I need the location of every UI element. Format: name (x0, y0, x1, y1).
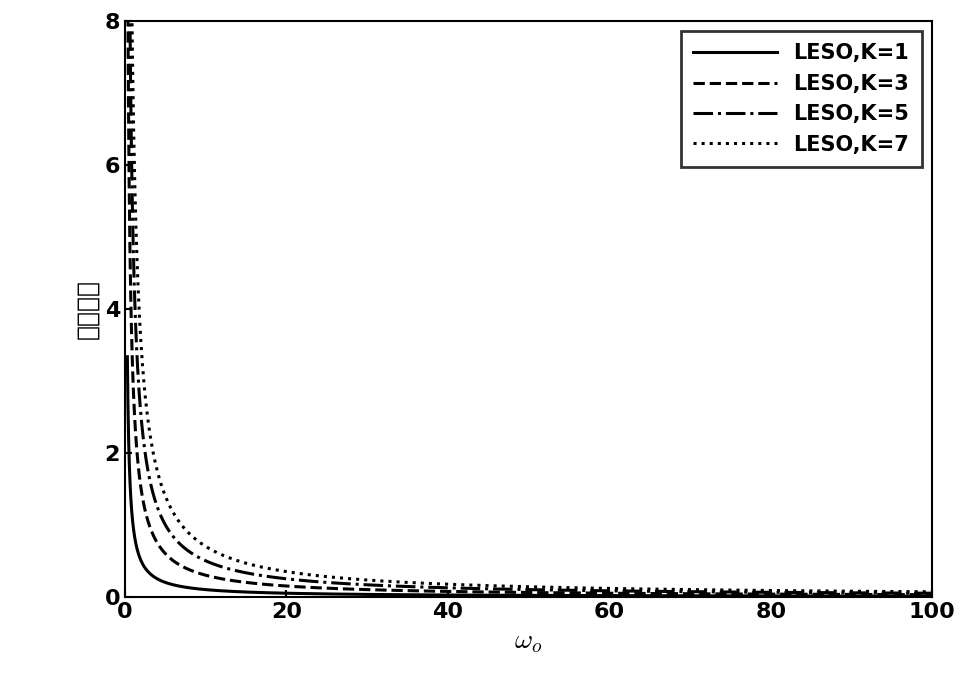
LESO,K=1 (645, 591, 656, 600)
LESO,K=1 (604, 591, 616, 600)
LESO,K=5 (722, 588, 733, 596)
LESO,K=3 (783, 590, 795, 598)
Line: LESO,K=5: LESO,K=5 (128, 0, 932, 593)
LESO,K=7 (430, 580, 441, 588)
LESO,K=5 (268, 573, 280, 581)
LESO,K=1 (430, 591, 441, 599)
LESO,K=5 (926, 589, 938, 598)
Y-axis label: 估计偏差: 估计偏差 (75, 279, 99, 339)
LESO,K=7 (926, 588, 938, 596)
Line: LESO,K=1: LESO,K=1 (128, 357, 932, 596)
Line: LESO,K=7: LESO,K=7 (128, 0, 932, 592)
LESO,K=5 (645, 587, 656, 595)
LESO,K=3 (604, 589, 616, 598)
LESO,K=7 (645, 585, 656, 593)
Legend: LESO,K=1, LESO,K=3, LESO,K=5, LESO,K=7: LESO,K=1, LESO,K=3, LESO,K=5, LESO,K=7 (681, 31, 922, 167)
LESO,K=7 (783, 587, 795, 595)
LESO,K=7 (268, 565, 280, 573)
LESO,K=5 (430, 583, 441, 591)
X-axis label: $\omega_o$: $\omega_o$ (514, 627, 543, 655)
Line: LESO,K=3: LESO,K=3 (128, 0, 932, 595)
LESO,K=1 (268, 589, 280, 597)
LESO,K=1 (783, 592, 795, 600)
LESO,K=3 (268, 581, 280, 589)
LESO,K=5 (604, 587, 616, 595)
LESO,K=3 (430, 587, 441, 595)
LESO,K=3 (926, 591, 938, 599)
LESO,K=1 (122, 353, 134, 361)
LESO,K=3 (645, 589, 656, 598)
LESO,K=3 (722, 590, 733, 598)
LESO,K=5 (783, 589, 795, 597)
LESO,K=7 (604, 584, 616, 593)
LESO,K=1 (722, 592, 733, 600)
LESO,K=1 (926, 592, 938, 600)
LESO,K=7 (722, 586, 733, 594)
